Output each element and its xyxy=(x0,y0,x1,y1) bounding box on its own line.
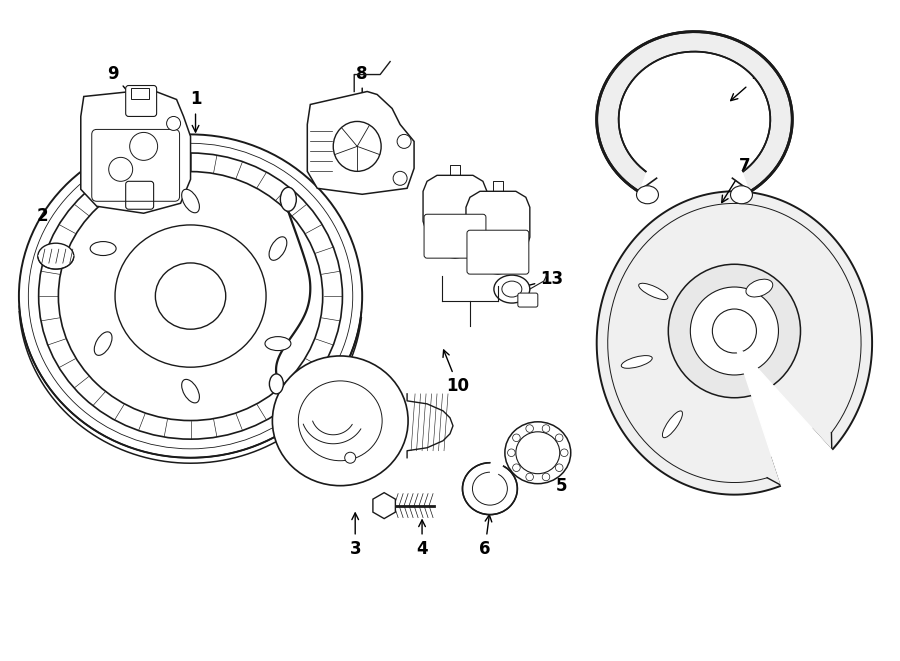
Circle shape xyxy=(526,473,534,481)
Ellipse shape xyxy=(494,275,530,303)
Ellipse shape xyxy=(156,263,226,329)
Ellipse shape xyxy=(94,332,112,356)
FancyBboxPatch shape xyxy=(424,214,486,258)
Ellipse shape xyxy=(639,284,668,299)
Circle shape xyxy=(109,157,132,181)
Circle shape xyxy=(508,449,515,457)
FancyBboxPatch shape xyxy=(126,181,154,210)
Ellipse shape xyxy=(669,264,800,398)
Ellipse shape xyxy=(502,281,522,297)
Wedge shape xyxy=(490,460,504,488)
Ellipse shape xyxy=(472,472,508,505)
Ellipse shape xyxy=(115,225,266,368)
Text: 6: 6 xyxy=(479,515,491,557)
Ellipse shape xyxy=(333,122,381,171)
Text: 10: 10 xyxy=(443,350,470,395)
Circle shape xyxy=(345,452,356,463)
Circle shape xyxy=(526,425,534,432)
Ellipse shape xyxy=(746,279,773,297)
Polygon shape xyxy=(81,89,191,214)
Ellipse shape xyxy=(690,287,778,375)
Ellipse shape xyxy=(58,172,323,420)
Ellipse shape xyxy=(182,189,200,213)
Ellipse shape xyxy=(621,356,652,368)
Circle shape xyxy=(561,449,568,457)
Circle shape xyxy=(513,434,520,442)
Text: 4: 4 xyxy=(416,520,428,557)
Polygon shape xyxy=(307,91,414,194)
Ellipse shape xyxy=(516,432,560,474)
Text: 8: 8 xyxy=(356,65,368,102)
Circle shape xyxy=(542,473,550,481)
Ellipse shape xyxy=(19,134,362,457)
Ellipse shape xyxy=(463,463,518,515)
Circle shape xyxy=(555,434,563,442)
Ellipse shape xyxy=(281,187,296,212)
Polygon shape xyxy=(597,32,792,192)
Ellipse shape xyxy=(662,411,682,438)
Ellipse shape xyxy=(90,241,116,256)
FancyBboxPatch shape xyxy=(518,293,538,307)
Ellipse shape xyxy=(269,374,284,394)
Ellipse shape xyxy=(38,243,74,269)
Polygon shape xyxy=(734,343,900,570)
Ellipse shape xyxy=(636,186,659,204)
FancyBboxPatch shape xyxy=(130,87,148,100)
Polygon shape xyxy=(423,175,487,258)
Ellipse shape xyxy=(38,252,74,260)
Text: 9: 9 xyxy=(107,65,140,106)
Ellipse shape xyxy=(269,237,287,260)
Text: 1: 1 xyxy=(190,91,202,132)
Text: 5: 5 xyxy=(547,459,568,494)
Text: 12: 12 xyxy=(276,270,317,288)
Ellipse shape xyxy=(298,381,382,461)
Text: 2: 2 xyxy=(37,208,55,247)
Circle shape xyxy=(393,171,407,185)
FancyBboxPatch shape xyxy=(467,230,529,274)
Circle shape xyxy=(397,134,411,148)
Text: 11: 11 xyxy=(731,65,773,100)
Ellipse shape xyxy=(265,336,291,350)
Ellipse shape xyxy=(182,379,200,403)
Ellipse shape xyxy=(713,309,756,353)
Ellipse shape xyxy=(28,143,353,449)
FancyBboxPatch shape xyxy=(126,85,157,116)
Circle shape xyxy=(166,116,181,130)
Polygon shape xyxy=(373,492,395,519)
Ellipse shape xyxy=(39,153,342,439)
Polygon shape xyxy=(466,191,530,274)
Text: 3: 3 xyxy=(349,513,361,557)
Ellipse shape xyxy=(505,422,571,484)
Ellipse shape xyxy=(273,356,408,486)
Circle shape xyxy=(542,425,550,432)
Text: 7: 7 xyxy=(722,157,751,202)
Text: 13: 13 xyxy=(519,270,563,290)
Circle shape xyxy=(130,132,158,161)
Circle shape xyxy=(555,464,563,471)
Ellipse shape xyxy=(731,186,752,204)
Polygon shape xyxy=(597,191,872,494)
Circle shape xyxy=(513,464,520,471)
